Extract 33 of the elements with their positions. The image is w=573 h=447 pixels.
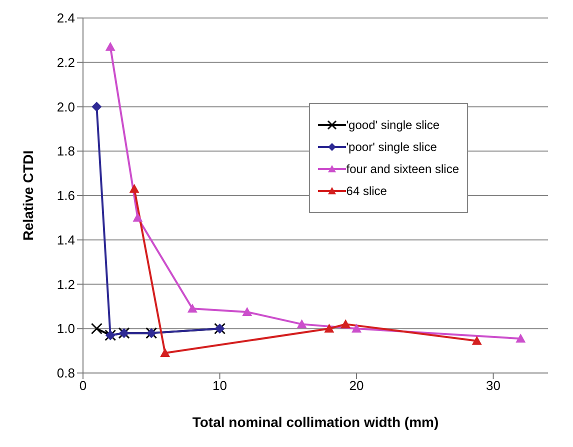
point (132, 212, 143, 222)
point (296, 319, 307, 328)
y-tick-label: 2.0 (56, 99, 75, 114)
legend-label: 'good' single slice (346, 118, 440, 132)
y-tick-label: 0.8 (56, 366, 75, 381)
point (105, 42, 116, 51)
point (129, 184, 140, 193)
point (90, 322, 102, 334)
point (352, 324, 362, 333)
point (92, 102, 102, 112)
point (340, 319, 351, 328)
y-axis-title: Relative CTDI (20, 150, 36, 241)
point (472, 336, 482, 345)
point (324, 324, 334, 333)
y-tick-label: 1.6 (56, 188, 75, 204)
x-axis-title: Total nominal collimation width (mm) (192, 414, 439, 430)
y-tick-label: 1.2 (56, 276, 75, 292)
point (242, 306, 252, 316)
y-tick-label: 1.0 (56, 321, 75, 336)
x-tick-label: 10 (212, 378, 227, 394)
x-tick-label: 20 (349, 378, 364, 394)
y-tick-label: 1.8 (56, 144, 75, 159)
legend-label: 64 slice (346, 184, 387, 198)
y-tick-label: 2.4 (56, 10, 75, 26)
x-tick-label: 0 (79, 378, 87, 394)
point (516, 334, 526, 343)
x-tick-label: 30 (486, 378, 501, 394)
point (160, 348, 170, 358)
legend-label: four and sixteen slice (346, 162, 459, 176)
legend-label: 'poor' single slice (346, 140, 437, 154)
y-tick-label: 1.4 (56, 232, 75, 248)
point (187, 304, 198, 313)
y-tick-label: 2.2 (56, 54, 75, 70)
